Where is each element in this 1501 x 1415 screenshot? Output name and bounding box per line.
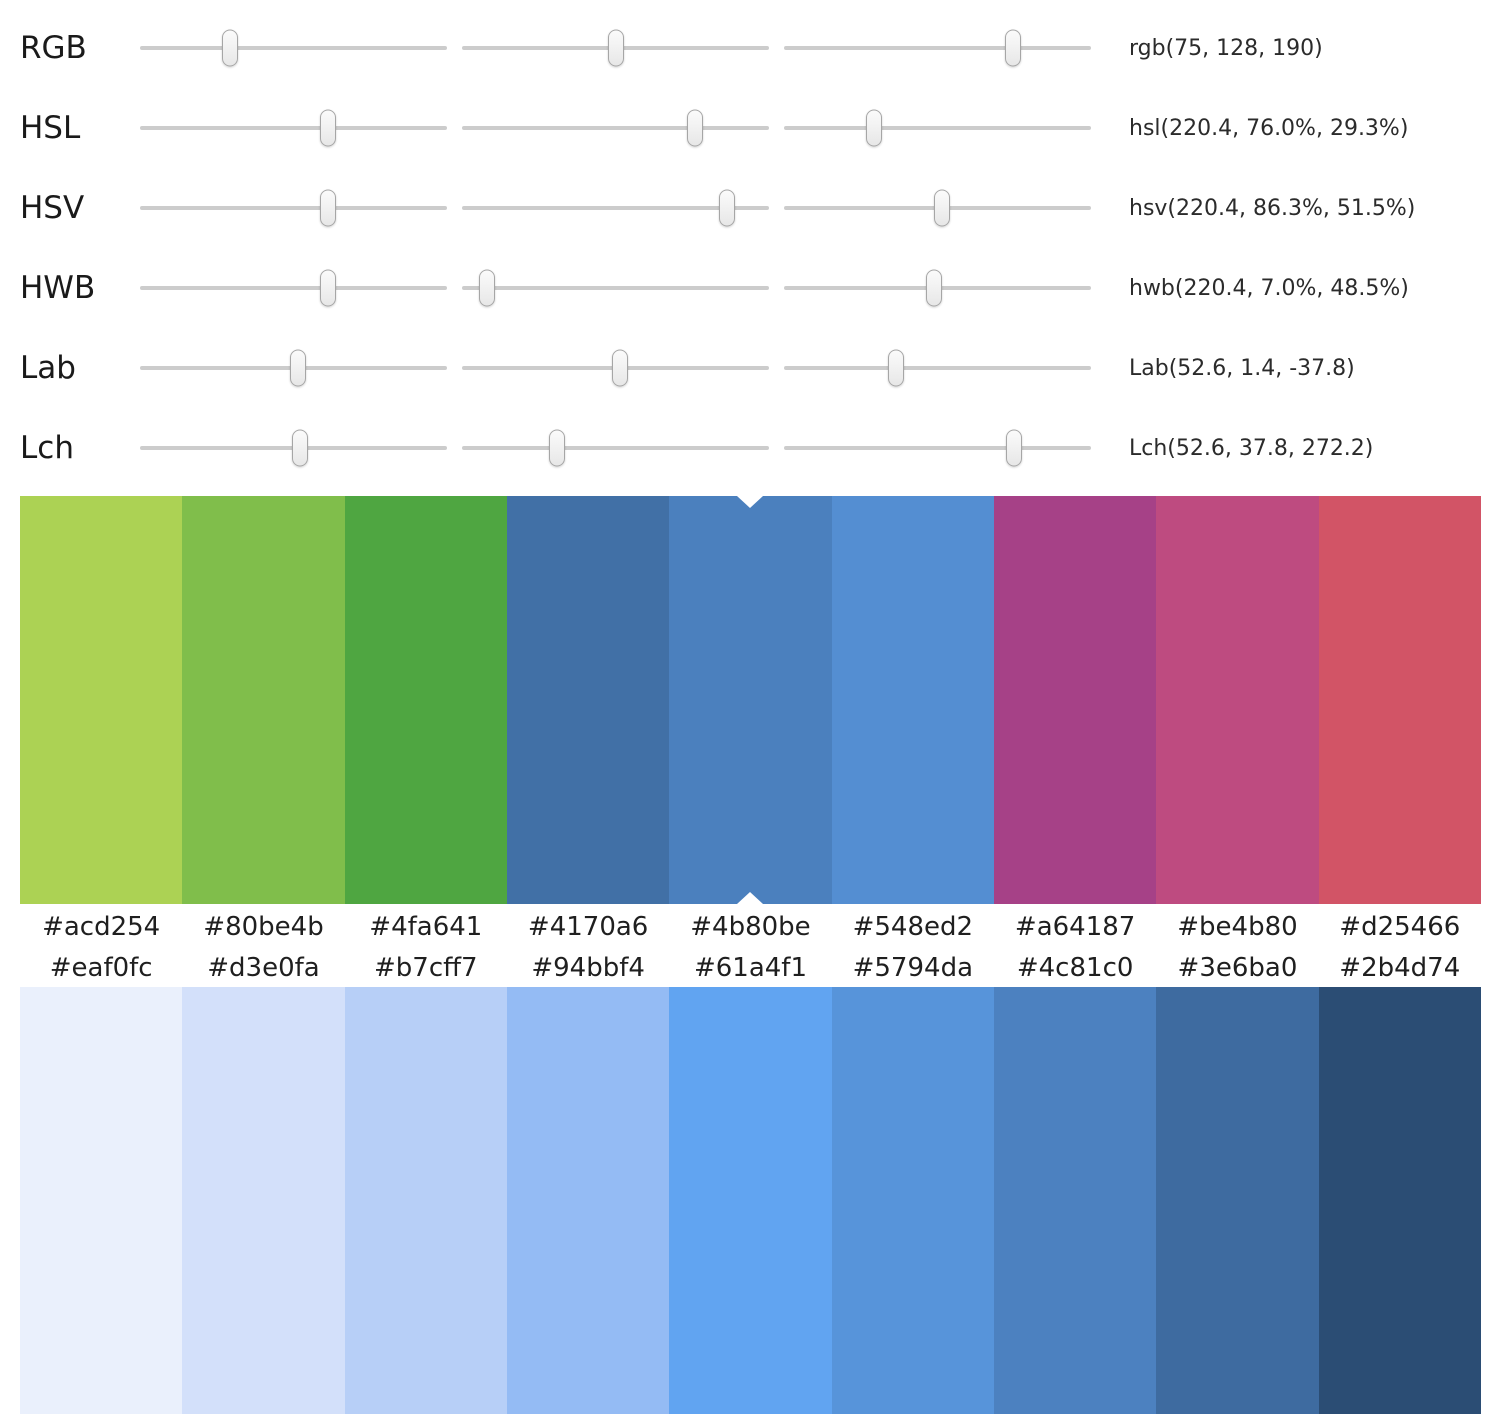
hsv-handle-3[interactable] — [934, 189, 951, 227]
palette-bottom-swatch-7[interactable] — [993, 987, 1157, 1414]
palette-top-swatch-9[interactable] — [1318, 496, 1481, 904]
hsl-track-1[interactable] — [140, 106, 447, 150]
lch-handle-2[interactable] — [548, 429, 565, 467]
slider-row-hwb: HWB hwb(220.4, 7.0%, 48.5%) — [20, 248, 1501, 328]
palette-bottom-swatch-6[interactable] — [831, 987, 994, 1414]
hex-label-bottom-6: #5794da — [852, 953, 973, 983]
hex-label-top-4: #4170a6 — [527, 911, 649, 942]
hwb-handle-1[interactable] — [319, 269, 336, 307]
hsl-label: HSL — [20, 110, 81, 146]
hsv-label: HSV — [20, 190, 85, 226]
lch-track-3[interactable] — [784, 426, 1091, 470]
hex-label-top-7: #a64187 — [1014, 911, 1136, 942]
lab-track-3[interactable] — [784, 346, 1091, 390]
rgb-value: rgb(75, 128, 190) — [1129, 35, 1323, 61]
rgb-track-2[interactable] — [462, 26, 769, 70]
palette-bottom-swatch-4[interactable] — [506, 987, 670, 1414]
palette-top-swatch-7[interactable] — [993, 496, 1157, 904]
lab-value: Lab(52.6, 1.4, -37.8) — [1129, 355, 1355, 381]
palette-bottom-swatch-9[interactable] — [1318, 987, 1481, 1414]
selected-swatch-marker-top — [737, 496, 764, 508]
lch-label: Lch — [20, 430, 74, 466]
hex-label-bottom-7: #4c81c0 — [1016, 953, 1134, 983]
hex-label-top-8: #be4b80 — [1177, 911, 1298, 942]
palette-top-swatch-6[interactable] — [831, 496, 994, 904]
hex-label-bottom-4: #94bbf4 — [531, 953, 645, 983]
palette-bottom-swatch-8[interactable] — [1156, 987, 1319, 1414]
palette-bottom — [20, 987, 1481, 1414]
palette-bottom-swatch-1[interactable] — [20, 987, 183, 1414]
lch-value: Lch(52.6, 37.8, 272.2) — [1129, 435, 1374, 461]
hsl-value: hsl(220.4, 76.0%, 29.3%) — [1129, 115, 1409, 141]
lab-handle-1[interactable] — [290, 349, 307, 387]
lch-track-1[interactable] — [140, 426, 447, 470]
palette-top — [20, 496, 1481, 904]
hex-label-top-3: #4fa641 — [369, 911, 483, 942]
rgb-label: RGB — [20, 30, 87, 66]
palette-top-swatch-5-selected[interactable] — [669, 496, 832, 904]
hwb-track-3[interactable] — [784, 266, 1091, 310]
rgb-handle-2[interactable] — [608, 29, 625, 67]
hsl-handle-2[interactable] — [687, 109, 704, 147]
hsl-handle-3[interactable] — [865, 109, 882, 147]
palette-top-swatch-8[interactable] — [1156, 496, 1319, 904]
hsv-handle-1[interactable] — [319, 189, 336, 227]
color-slider-panel: RGB rgb(75, 128, 190) HSL hsl(220.4, 76.… — [0, 0, 1501, 488]
hex-label-bottom-9: #2b4d74 — [1339, 953, 1461, 983]
hwb-handle-2[interactable] — [478, 269, 495, 307]
slider-row-hsl: HSL hsl(220.4, 76.0%, 29.3%) — [20, 88, 1501, 168]
hsl-track-3[interactable] — [784, 106, 1091, 150]
hwb-track-1[interactable] — [140, 266, 447, 310]
hwb-track-2[interactable] — [462, 266, 769, 310]
hsv-value: hsv(220.4, 86.3%, 51.5%) — [1129, 195, 1416, 221]
hex-label-top-1: #acd254 — [42, 911, 161, 942]
slider-row-hsv: HSV hsv(220.4, 86.3%, 51.5%) — [20, 168, 1501, 248]
palette-bottom-swatch-5[interactable] — [669, 987, 832, 1414]
hex-label-bottom-3: #b7cff7 — [374, 953, 478, 983]
hwb-handle-3[interactable] — [926, 269, 943, 307]
hwb-value: hwb(220.4, 7.0%, 48.5%) — [1129, 275, 1409, 301]
lab-handle-2[interactable] — [612, 349, 629, 387]
lch-handle-1[interactable] — [291, 429, 308, 467]
hex-label-bottom-2: #d3e0fa — [207, 953, 320, 983]
palette-top-swatch-1[interactable] — [20, 496, 183, 904]
hex-label-bottom-5: #61a4f1 — [693, 953, 807, 983]
palette-top-labels: #acd254 #80be4b #4fa641 #4170a6 #4b80be … — [20, 904, 1481, 949]
rgb-track-3[interactable] — [784, 26, 1091, 70]
slider-row-lab: Lab Lab(52.6, 1.4, -37.8) — [20, 328, 1501, 408]
lab-handle-3[interactable] — [888, 349, 905, 387]
slider-row-rgb: RGB rgb(75, 128, 190) — [20, 8, 1501, 88]
hsl-handle-1[interactable] — [319, 109, 336, 147]
hwb-label: HWB — [20, 270, 96, 306]
lab-track-1[interactable] — [140, 346, 447, 390]
palette-bottom-swatch-2[interactable] — [182, 987, 345, 1414]
palette-top-swatch-3[interactable] — [344, 496, 507, 904]
palette-top-swatch-2[interactable] — [182, 496, 345, 904]
hex-label-bottom-1: #eaf0fc — [49, 953, 153, 983]
hsv-handle-2[interactable] — [718, 189, 735, 227]
palette-bottom-labels: #eaf0fc #d3e0fa #b7cff7 #94bbf4 #61a4f1 … — [20, 949, 1481, 987]
lch-track-2[interactable] — [462, 426, 769, 470]
hex-label-top-9: #d25466 — [1339, 911, 1461, 942]
hex-label-top-2: #80be4b — [203, 911, 324, 942]
hex-label-top-6: #548ed2 — [852, 911, 974, 942]
hsv-track-2[interactable] — [462, 186, 769, 230]
hsv-track-1[interactable] — [140, 186, 447, 230]
rgb-handle-1[interactable] — [222, 29, 239, 67]
palette-top-swatch-4[interactable] — [506, 496, 670, 904]
hsl-track-2[interactable] — [462, 106, 769, 150]
rgb-handle-3[interactable] — [1004, 29, 1021, 67]
lab-label: Lab — [20, 350, 76, 386]
rgb-track-1[interactable] — [140, 26, 447, 70]
lch-handle-3[interactable] — [1005, 429, 1022, 467]
slider-row-lch: Lch Lch(52.6, 37.8, 272.2) — [20, 408, 1501, 488]
lab-track-2[interactable] — [462, 346, 769, 390]
palette-bottom-swatch-3[interactable] — [344, 987, 507, 1414]
selected-swatch-marker-bottom — [737, 892, 764, 904]
hex-label-top-5: #4b80be — [690, 911, 811, 942]
hex-label-bottom-8: #3e6ba0 — [1177, 953, 1298, 983]
hsv-track-3[interactable] — [784, 186, 1091, 230]
